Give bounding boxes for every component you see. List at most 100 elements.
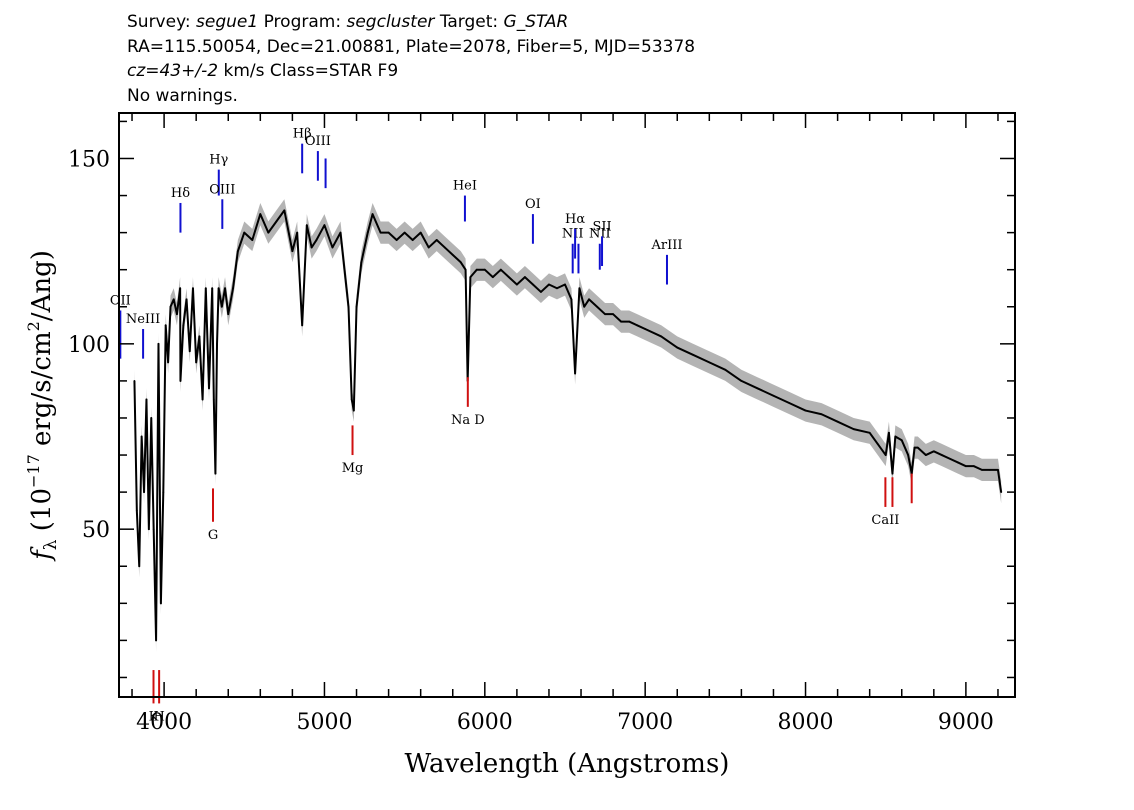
emission-line-label: Hδ	[171, 186, 190, 201]
spectrum-point	[167, 361, 170, 364]
spectrum-point	[169, 305, 172, 308]
spectrum-point	[224, 287, 226, 290]
spectrum-point	[924, 454, 927, 456]
y-axis-title: fλ (10−17 erg/s/cm2/Ang)	[24, 250, 61, 562]
spectrum-point	[499, 268, 502, 271]
spectrum-point	[159, 602, 162, 605]
x-tick-label: 9000	[938, 710, 994, 735]
spectrum-point	[360, 261, 363, 264]
spectrum-point	[427, 246, 430, 249]
emission-line-label: OIII	[209, 182, 235, 197]
x-axis-title: Wavelength (Angstroms)	[405, 749, 730, 779]
spectrum-point	[913, 446, 916, 449]
spectrum-point	[366, 231, 369, 234]
plot-frame	[118, 112, 1016, 698]
spectrum-point	[140, 435, 143, 438]
spectrum-point	[507, 276, 510, 279]
spectrum-point	[660, 335, 663, 338]
spectrum-point	[371, 213, 374, 215]
spectrum-point	[155, 639, 157, 642]
header-line-2: RA=115.50054, Dec=21.00881, Plate=2078, …	[127, 36, 696, 57]
spectrum-point	[524, 276, 526, 279]
spectrum-point	[135, 509, 138, 512]
spectrum-point	[740, 380, 743, 382]
header-line-3: cz=43+/-2 km/s Class=STAR F9	[127, 59, 695, 84]
spectrum-point	[548, 283, 550, 286]
x-tick-label: 7000	[617, 710, 673, 735]
target-label: Target:	[439, 12, 499, 32]
spectrum-point	[216, 342, 218, 345]
spectrum-point	[451, 253, 454, 256]
plot-content: OIINeIIIHδHγOIIIHβOIIIHeIOINIIHαNIISIIAr…	[110, 127, 1003, 724]
spectrum-point	[868, 431, 871, 434]
spectrum-point	[315, 239, 318, 241]
spectrum-point	[182, 324, 185, 327]
spectrum-point	[948, 457, 951, 460]
spectrum-point	[150, 417, 153, 419]
spectrum-point	[804, 409, 807, 412]
spectrum-point	[176, 313, 178, 316]
spectrum-point	[195, 361, 198, 364]
spectrum-point	[469, 276, 472, 279]
spectrum-point	[133, 380, 136, 382]
spectrum-point	[574, 372, 576, 375]
spectrum-point	[756, 387, 759, 390]
spectrum-point	[164, 324, 167, 327]
absorption-line-label: CaII	[871, 513, 899, 528]
spectrum-point	[788, 402, 791, 405]
spectrum-point	[772, 394, 775, 397]
spectrum-point	[515, 283, 518, 286]
program-label: Program:	[263, 12, 342, 32]
spectrum-point	[419, 231, 422, 234]
spectrum-point	[900, 439, 903, 442]
spectrum-point	[724, 368, 727, 371]
header-line-1: Survey: segue1 Program: segcluster Targe…	[127, 10, 695, 35]
spectrum-point	[143, 491, 145, 494]
spectrum-point	[981, 468, 983, 471]
program-value: segcluster	[346, 12, 435, 32]
spectrum-point	[201, 398, 204, 401]
spectrum-header: Survey: segue1 Program: segcluster Targe…	[127, 10, 695, 108]
spectrum-point	[876, 443, 879, 445]
spectrum-point	[185, 298, 188, 301]
spectrum-point	[676, 346, 679, 349]
spectrum-point	[157, 342, 160, 345]
x-tick-label: 5000	[296, 710, 352, 735]
spectrum-point	[836, 420, 839, 423]
spectrum-point	[940, 454, 943, 456]
spectrum-point	[907, 454, 910, 456]
spectrum-line	[133, 209, 1003, 642]
spectrum-point	[564, 283, 566, 286]
spectrum-point	[296, 231, 299, 234]
spectrum-point	[997, 468, 999, 471]
spectrum-point	[275, 220, 278, 223]
spectrum-point	[888, 431, 890, 434]
absorption-line-label: K	[149, 709, 159, 724]
spectrum-point	[339, 231, 342, 234]
class-text: km/s Class=STAR F9	[218, 61, 399, 81]
x-tick-label: 6000	[457, 710, 513, 735]
spectrum-point	[932, 450, 935, 453]
spectrum-point	[708, 361, 711, 364]
spectrum-point	[204, 287, 207, 290]
spectrum-point	[916, 446, 919, 449]
spectrum-point	[220, 305, 223, 308]
spectrum-point	[894, 435, 897, 438]
redshift-value: cz=43+/-2	[127, 61, 219, 81]
spectrum-point	[352, 409, 355, 412]
spectrum-point	[323, 224, 326, 227]
spectrum-point	[172, 298, 175, 301]
emission-line-label: OIII	[305, 134, 331, 149]
spectrum-point	[179, 287, 182, 290]
absorption-line-label: H	[153, 709, 164, 724]
spectrum-point	[483, 268, 486, 271]
survey-value: segue1	[196, 12, 259, 32]
spectrum-point	[152, 528, 155, 531]
emission-line-label: Hβ	[293, 127, 312, 142]
spectrum-point	[198, 335, 201, 338]
emission-line-label: Hγ	[209, 153, 228, 168]
spectrum-point	[331, 246, 334, 249]
spectrum-point	[435, 239, 438, 241]
spectrum-point	[884, 454, 887, 456]
x-tick-label: 4000	[136, 710, 192, 735]
